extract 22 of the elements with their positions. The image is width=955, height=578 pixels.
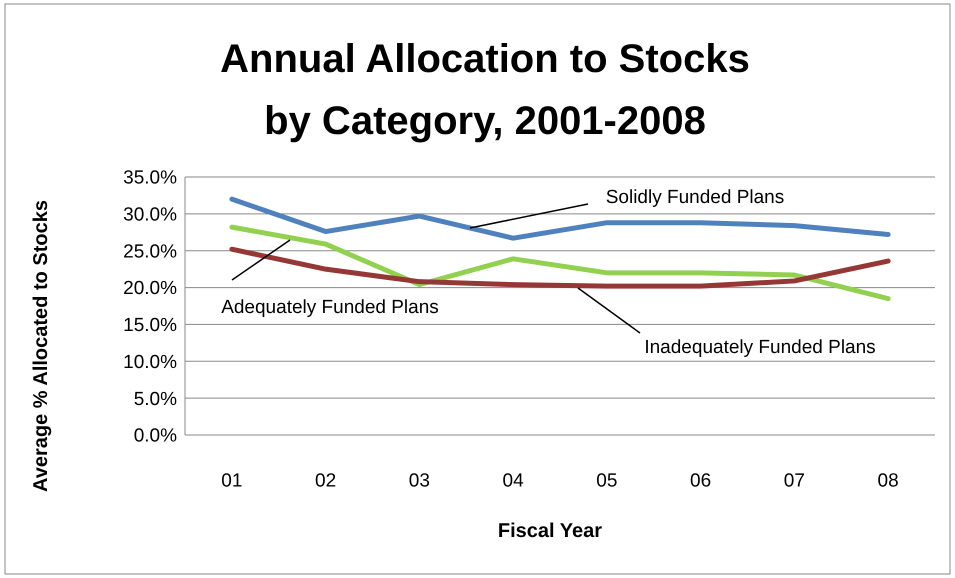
x-tick-label: 07 — [784, 470, 805, 492]
x-tick-label: 03 — [408, 470, 430, 492]
x-axis-title: Fiscal Year — [498, 520, 602, 542]
x-tick-label: 02 — [315, 470, 336, 492]
y-tick-label: 10.0% — [123, 352, 178, 373]
x-tick-label: 08 — [878, 470, 899, 492]
y-tick-label: 30.0% — [123, 204, 178, 226]
x-tick-label: 05 — [596, 470, 618, 492]
y-tick-label: 0.0% — [134, 426, 178, 447]
y-tick-label: 15.0% — [123, 315, 178, 336]
series-label: Solidly Funded Plans — [606, 187, 784, 208]
series-label: Adequately Funded Plans — [221, 297, 439, 318]
y-tick-label: 35.0% — [123, 168, 178, 189]
x-tick-label: 06 — [690, 470, 712, 492]
chart-title: Annual Allocation to Stocks by Category, 2001-2008 — [220, 37, 750, 143]
text: Inadequately Funded Plans — [644, 337, 876, 358]
y-tick-label: 25.0% — [123, 241, 178, 262]
y-tick-label: 5.0% — [134, 388, 178, 410]
y-tick-label: 20.0% — [123, 278, 178, 300]
x-tick-label: 01 — [221, 470, 242, 492]
y-axis-title: Average % Allocated to Stocks — [30, 200, 52, 492]
x-tick-label: 04 — [502, 470, 524, 492]
